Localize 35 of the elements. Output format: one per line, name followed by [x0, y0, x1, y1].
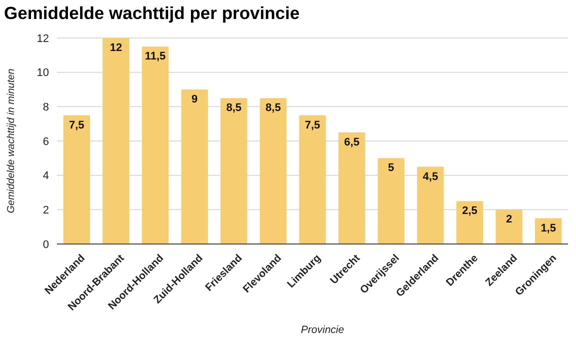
data-label: 8,5 [266, 102, 281, 114]
chart-title: Gemiddelde wachttijd per provincie [4, 3, 300, 23]
data-label: 2,5 [462, 205, 478, 218]
y-tick-label: 6 [42, 136, 49, 148]
bar [260, 98, 287, 244]
y-axis-title: Gemiddelde wachttijd in minuten [6, 68, 17, 214]
bar [299, 115, 326, 244]
bar [181, 90, 208, 244]
data-label: 7,5 [69, 119, 84, 132]
y-tick-label: 2 [42, 204, 49, 217]
data-label: 12 [110, 42, 122, 54]
bar [102, 38, 130, 244]
data-label: 5 [388, 162, 394, 174]
data-label: 9 [192, 94, 198, 106]
data-label: 2 [506, 214, 512, 226]
x-axis-title: Provincie [300, 324, 344, 336]
data-label: 8,5 [226, 102, 242, 114]
bar [417, 166, 444, 244]
data-label: 7,5 [304, 119, 320, 132]
data-label: 4,5 [422, 170, 438, 183]
bar [496, 210, 522, 244]
y-tick-label: 10 [36, 67, 49, 80]
y-tick-label: 4 [42, 170, 49, 182]
y-tick-label: 0 [42, 238, 49, 251]
bar [142, 46, 169, 244]
data-label: 1,5 [540, 222, 556, 234]
bar [378, 158, 404, 244]
data-label: 6,5 [344, 136, 360, 148]
y-tick-label: 12 [36, 32, 49, 45]
y-tick-label: 8 [42, 102, 49, 114]
bar [338, 132, 366, 244]
bar [456, 201, 484, 244]
bar [63, 115, 90, 244]
bar [220, 98, 248, 244]
data-label: 11,5 [144, 50, 166, 63]
